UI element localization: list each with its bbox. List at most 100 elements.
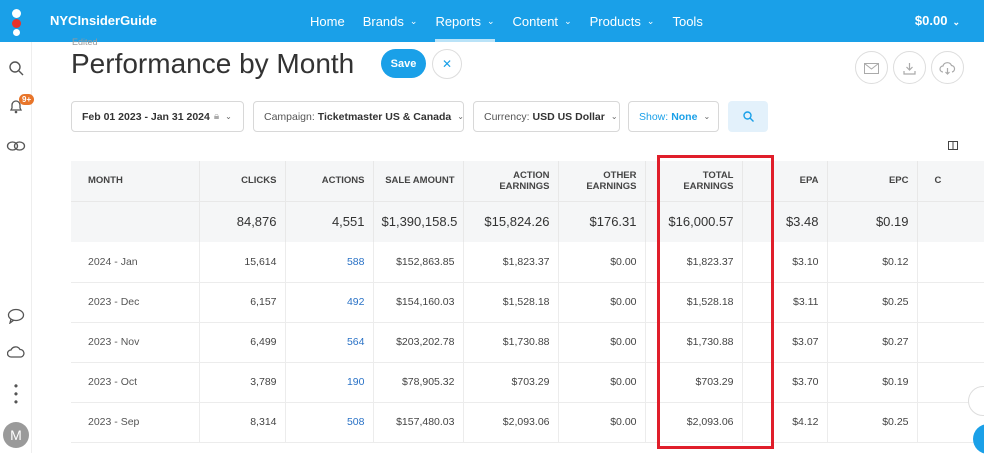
nav-content[interactable]: Content ⌄ [512,13,572,29]
close-button[interactable]: ✕ [432,49,462,79]
actions-link[interactable]: 190 [285,362,374,403]
cloud-download-icon [939,62,956,75]
totals-row: 84,876 4,551 $1,390,158.5 $15,824.26 $17… [71,200,984,242]
actions-link[interactable]: 492 [285,282,374,323]
month-cell: 2023 - Dec [71,282,200,323]
other-earnings-cell: $0.00 [558,402,646,443]
chevron-down-icon: ⌄ [409,15,418,26]
cloud-icon[interactable] [6,344,26,364]
empty-cell [917,282,984,323]
actions-link[interactable]: 564 [285,322,374,363]
chevron-down-icon: ⌄ [225,112,232,121]
nav-reports[interactable]: Reports ⌄ [435,0,495,42]
chevron-down-icon: ⌄ [952,17,960,27]
epc-cell: $0.27 [827,322,918,363]
total-earnings-cell: $703.29 [645,362,743,403]
column-header-epc[interactable]: EPC [827,161,918,201]
table-row: 2023 - Sep 8,314 508 $157,480.03 $2,093.… [71,402,984,443]
column-header-actions[interactable]: ACTIONS [285,161,374,201]
column-header-month[interactable]: MONTH [71,161,200,201]
total-earnings-cell: $1,528.18 [645,282,743,323]
notification-badge: 9+ [19,94,35,105]
nav-brands[interactable]: Brands ⌄ [362,13,418,29]
table-row: 2024 - Jan 15,614 588 $152,863.85 $1,823… [71,242,984,283]
left-sidebar: • • • M [0,42,32,453]
brand-name[interactable]: NYCInsiderGuide [50,13,157,28]
search-icon [742,111,754,123]
chevron-down-icon: ⌄ [646,15,655,26]
action-earnings-cell: $1,823.37 [463,242,559,283]
bell-icon[interactable] [6,98,26,118]
currency-filter[interactable]: Currency: USD US Dollar ⌄ [473,101,620,132]
save-button[interactable]: Save [381,49,426,78]
other-earnings-cell: $0.00 [558,282,646,323]
main-nav: Home Brands ⌄ Reports ⌄ Content ⌄ Products ⌄… [310,0,721,42]
month-cell: 2023 - Nov [71,322,200,363]
sale-amount-cell: $203,202.78 [373,322,464,363]
table-row: 2023 - Oct 3,789 190 $78,905.32 $703.29 … [71,362,984,403]
actions-link[interactable]: 508 [285,402,374,443]
total-cell: 84,876 [199,200,286,242]
email-button[interactable] [855,51,888,84]
total-cell: 4,551 [285,200,374,242]
clicks-cell: 8,314 [199,402,286,443]
clicks-cell: 6,157 [199,282,286,323]
table-row: 2023 - Nov 6,499 564 $203,202.78 $1,730.… [71,322,984,363]
nav-products[interactable]: Products ⌄ [589,13,655,29]
column-header-epa[interactable]: EPA [742,161,828,201]
more-vertical-icon[interactable]: • • • [13,379,19,409]
column-toggle-icon[interactable] [948,141,958,153]
chevron-down-icon: ⌄ [564,15,572,26]
show-filter[interactable]: Show: None ⌄ [628,101,719,132]
nav-home[interactable]: Home [310,13,345,29]
action-earnings-cell: $1,528.18 [463,282,559,323]
chevron-down-icon: ⌄ [703,112,711,121]
column-header-other-earnings[interactable]: OTHER EARNINGS [558,161,646,201]
app-logo[interactable] [9,9,23,36]
support-floating-button[interactable] [973,424,984,454]
envelope-icon [864,63,879,75]
action-earnings-cell: $2,093.06 [463,402,559,443]
other-earnings-cell: $0.00 [558,362,646,403]
total-cell: $3.48 [742,200,828,242]
actions-link[interactable]: 588 [285,242,374,283]
epc-cell: $0.25 [827,402,918,443]
epa-cell: $3.10 [742,242,828,283]
clicks-cell: 15,614 [199,242,286,283]
account-balance[interactable]: $0.00 ⌄ [914,13,960,28]
nav-tools[interactable]: Tools [672,13,703,29]
search-icon[interactable] [6,60,26,80]
column-header-total-earnings[interactable]: TOTAL EARNINGS [645,161,743,201]
link-icon[interactable] [6,138,26,158]
date-range-filter[interactable]: Feb 01 2023 - Jan 31 2024 🔒︎ ⌄ [71,101,244,132]
empty-cell [917,322,984,363]
chevron-down-icon: ⌄ [486,15,495,26]
month-cell: 2023 - Sep [71,402,200,443]
clicks-cell: 3,789 [199,362,286,403]
column-header-action-earnings[interactable]: ACTION EARNINGS [463,161,559,201]
total-cell: $0.19 [827,200,918,242]
page-title: Performance by Month [71,48,355,79]
top-navigation-bar: NYCInsiderGuide Home Brands ⌄ Reports ⌄ Co… [0,0,984,42]
download-button[interactable] [893,51,926,84]
chevron-down-icon: ⌄ [610,112,618,121]
total-cell [917,200,984,242]
epc-cell: $0.12 [827,242,918,283]
column-header-sale-amount[interactable]: SALE AMOUNT [373,161,464,201]
lock-icon: 🔒︎ [213,111,220,122]
epc-cell: $0.25 [827,282,918,323]
total-earnings-cell: $1,730.88 [645,322,743,363]
chat-icon[interactable] [6,308,26,328]
cloud-download-button[interactable] [931,51,964,84]
month-cell: 2024 - Jan [71,242,200,283]
epa-cell: $3.70 [742,362,828,403]
sale-amount-cell: $152,863.85 [373,242,464,283]
empty-cell [917,242,984,283]
column-header-partial[interactable]: C [917,161,984,201]
performance-table: MONTH CLICKS ACTIONS SALE AMOUNT ACTION … [71,161,984,453]
apply-search-button[interactable] [728,101,768,132]
total-cell: $1,390,158.5 [373,200,464,242]
campaign-filter[interactable]: Campaign: Ticketmaster US & Canada ⌄ [253,101,464,132]
avatar[interactable]: M [3,422,29,448]
column-header-clicks[interactable]: CLICKS [199,161,286,201]
